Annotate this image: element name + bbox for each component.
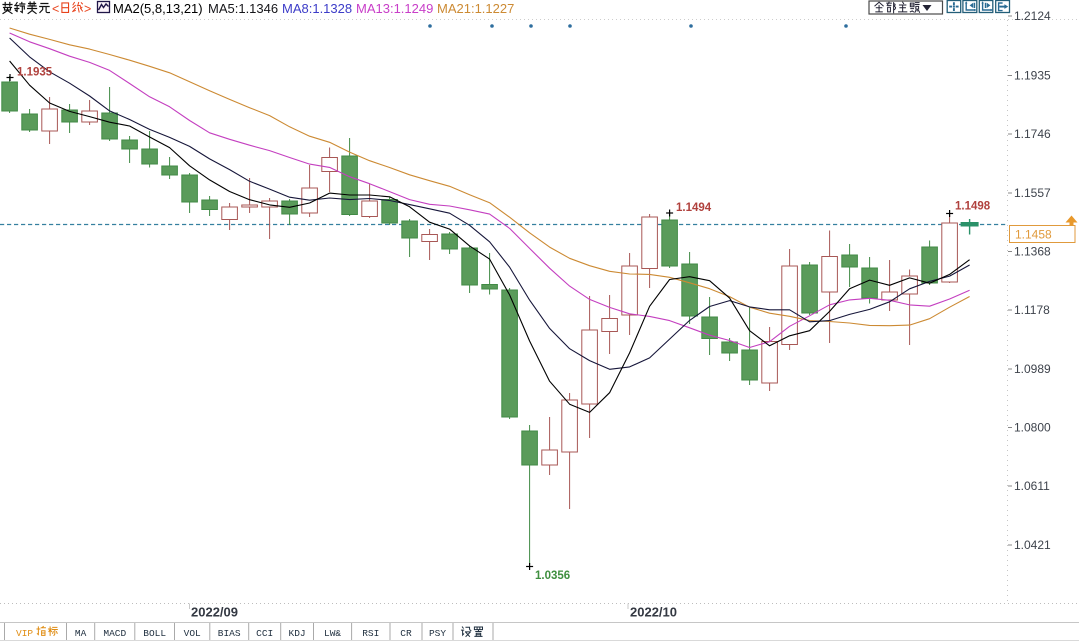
svg-text:1.0800: 1.0800 bbox=[1014, 421, 1051, 435]
svg-text:MA13:1.1249: MA13:1.1249 bbox=[356, 1, 433, 16]
svg-text:1.2124: 1.2124 bbox=[1014, 9, 1051, 23]
svg-text:MA5:1.1346: MA5:1.1346 bbox=[208, 1, 278, 16]
svg-text:CCI: CCI bbox=[256, 628, 273, 639]
svg-text:MA2(5,8,13,21): MA2(5,8,13,21) bbox=[113, 1, 203, 16]
svg-text:1.1498: 1.1498 bbox=[955, 201, 991, 213]
svg-text:1.0989: 1.0989 bbox=[1014, 362, 1051, 376]
svg-text:1.1494: 1.1494 bbox=[676, 202, 712, 214]
svg-text:1.1368: 1.1368 bbox=[1014, 245, 1051, 259]
svg-text:MACD: MACD bbox=[103, 628, 126, 639]
svg-text:2022/09: 2022/09 bbox=[191, 605, 238, 620]
svg-text:BOLL: BOLL bbox=[143, 628, 166, 639]
svg-text:CR: CR bbox=[400, 628, 412, 639]
svg-text:1.1458: 1.1458 bbox=[1015, 228, 1052, 242]
svg-text:1.1746: 1.1746 bbox=[1014, 127, 1051, 141]
svg-text:1.1935: 1.1935 bbox=[1014, 69, 1051, 83]
svg-text:1.1178: 1.1178 bbox=[1014, 303, 1050, 317]
svg-text:1.1557: 1.1557 bbox=[1014, 186, 1051, 200]
svg-text:2022/10: 2022/10 bbox=[630, 605, 677, 620]
svg-text:BIAS: BIAS bbox=[218, 628, 241, 639]
svg-text:1.0421: 1.0421 bbox=[1014, 538, 1051, 552]
svg-text:1.0356: 1.0356 bbox=[535, 570, 570, 582]
svg-text:VOL: VOL bbox=[184, 628, 201, 639]
svg-text:MA: MA bbox=[75, 628, 87, 639]
svg-text:1.1935: 1.1935 bbox=[17, 67, 53, 79]
svg-text:<: < bbox=[52, 2, 59, 16]
svg-text:MA8:1.1328: MA8:1.1328 bbox=[282, 1, 352, 16]
svg-text:>: > bbox=[84, 2, 91, 16]
svg-text:KDJ: KDJ bbox=[289, 628, 306, 639]
svg-text:LW&: LW& bbox=[324, 628, 341, 639]
svg-text:RSI: RSI bbox=[362, 628, 379, 639]
svg-text:VIP: VIP bbox=[16, 628, 33, 639]
svg-text:MA21:1.1227: MA21:1.1227 bbox=[437, 1, 514, 16]
svg-text:1.0611: 1.0611 bbox=[1014, 479, 1050, 493]
svg-text:PSY: PSY bbox=[429, 628, 446, 639]
